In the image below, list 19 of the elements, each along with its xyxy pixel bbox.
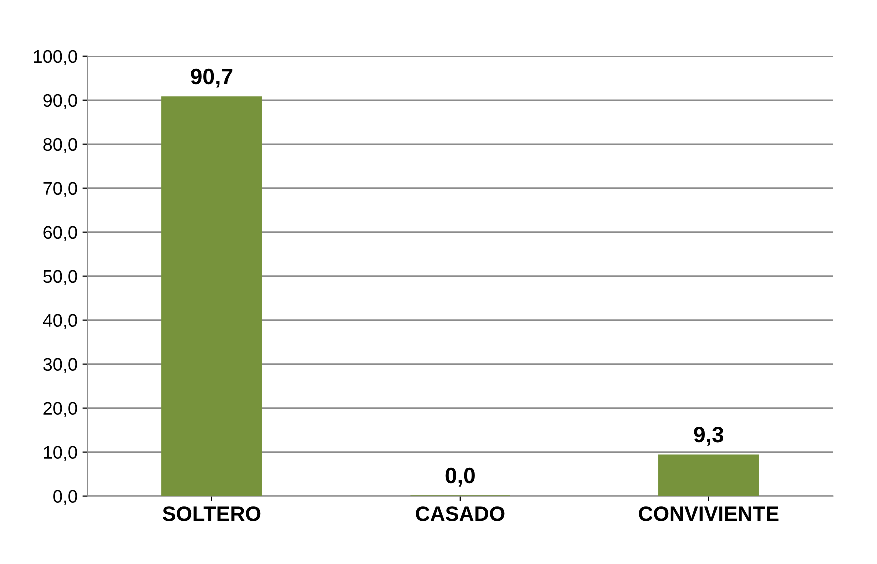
x-tick-label: CASADO — [416, 506, 505, 522]
y-tick-label: 90,0 — [44, 94, 78, 110]
x-tick-label: SOLTERO — [162, 506, 261, 522]
bar — [162, 96, 262, 496]
y-tick-label: 70,0 — [44, 182, 78, 198]
y-tick-label: 0,0 — [54, 490, 78, 506]
y-tick-label: 80,0 — [44, 138, 78, 154]
data-label: 9,3 — [694, 426, 724, 446]
data-label: 0,0 — [446, 468, 475, 487]
y-tick-label: 60,0 — [44, 226, 78, 242]
y-tick-label: 30,0 — [44, 358, 78, 374]
y-tick-label: 10,0 — [44, 446, 78, 462]
y-tick-label: 50,0 — [44, 270, 78, 286]
bar — [658, 454, 760, 496]
y-tick-label: 100,0 — [34, 50, 78, 66]
data-label: 90,7 — [191, 68, 233, 88]
y-tick-label: 20,0 — [44, 402, 78, 418]
x-tick-label: CONVIVIENTE — [639, 506, 779, 522]
y-tick-label: 40,0 — [43, 314, 78, 330]
